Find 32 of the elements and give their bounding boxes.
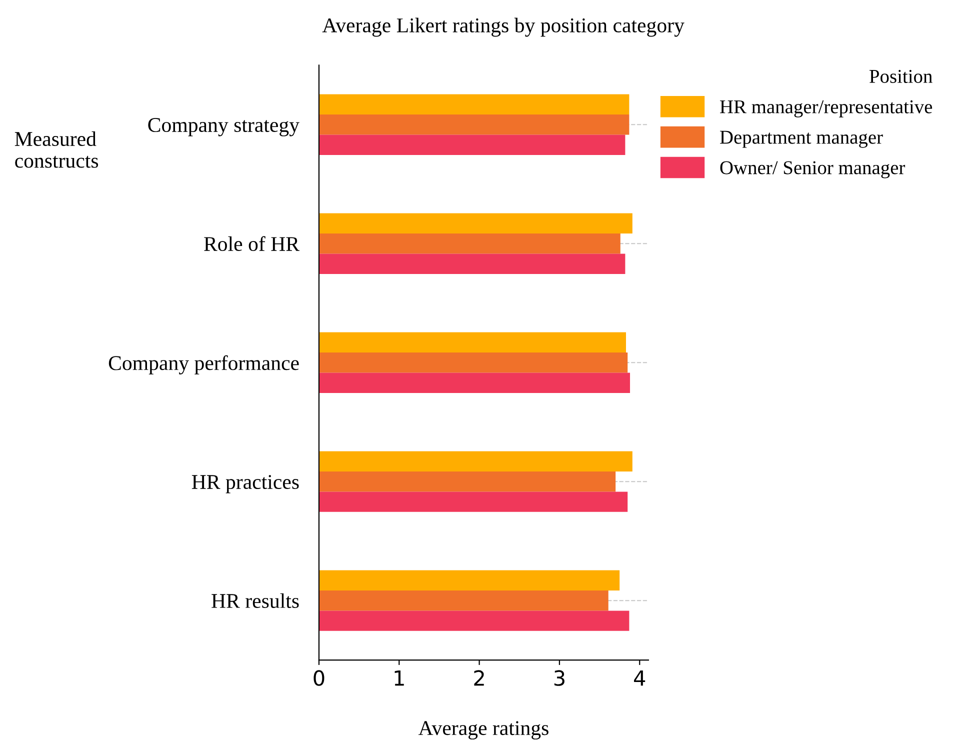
bar bbox=[318, 492, 628, 512]
bar bbox=[318, 610, 630, 631]
bar bbox=[318, 94, 630, 114]
x-tick-label: 3 bbox=[554, 670, 564, 686]
y-tick-label: Company performance bbox=[108, 355, 299, 374]
x-tick-label: 4 bbox=[634, 670, 646, 686]
bar bbox=[318, 213, 632, 234]
bar bbox=[318, 570, 620, 590]
x-tick-label: 1 bbox=[394, 670, 404, 686]
bar bbox=[318, 451, 632, 472]
bar bbox=[318, 590, 608, 611]
y-axis-title: Measured constructs bbox=[14, 131, 98, 168]
bar bbox=[318, 114, 630, 135]
bar bbox=[318, 372, 630, 393]
legend-title: Position bbox=[870, 70, 932, 83]
y-tick-label: Role of HR bbox=[204, 236, 300, 252]
legend-label: Department manager bbox=[720, 130, 883, 148]
legend-label: HR manager/representative bbox=[720, 100, 932, 118]
bar bbox=[318, 352, 628, 373]
bar bbox=[318, 471, 616, 492]
x-tick-label: 2 bbox=[474, 670, 484, 686]
bar bbox=[318, 332, 626, 352]
bar bbox=[318, 254, 626, 274]
y-tick-label: HR practices bbox=[192, 475, 299, 494]
y-tick-label: Company strategy bbox=[148, 118, 300, 136]
x-tick-label: 0 bbox=[314, 670, 324, 686]
chart-title: Average Likert ratings by position category bbox=[322, 18, 684, 37]
y-tick-label: HR results bbox=[212, 593, 299, 608]
x-axis-title: Average ratings bbox=[418, 721, 548, 740]
bar bbox=[318, 134, 626, 155]
bar bbox=[318, 233, 620, 254]
legend-label: Owner/ Senior manager bbox=[720, 161, 906, 178]
